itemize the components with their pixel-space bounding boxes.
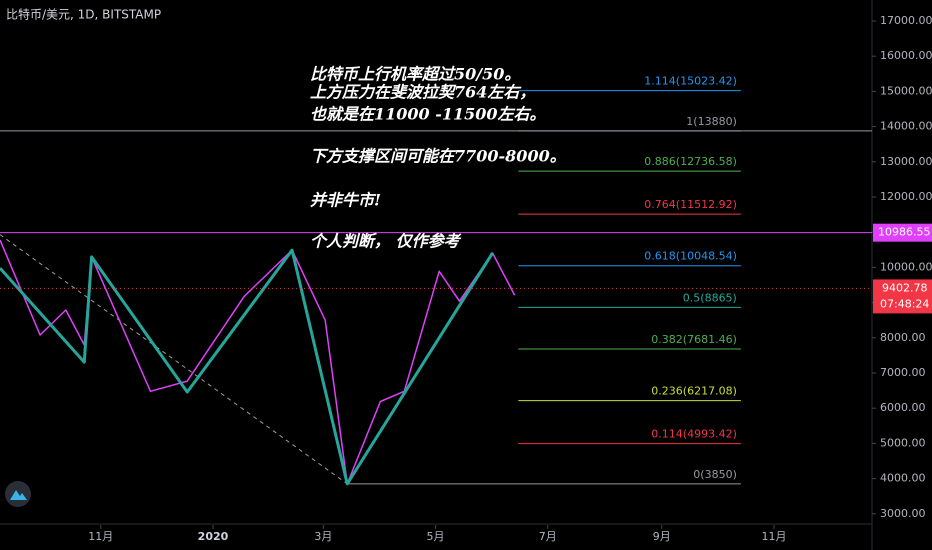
y-tick-label: 6000.00	[880, 401, 926, 414]
logo[interactable]	[5, 481, 31, 507]
fib-label: 0(3850)	[693, 468, 737, 481]
fib-label: 0.382(7681.46)	[651, 333, 737, 346]
logo-icon[interactable]	[10, 490, 27, 500]
x-tick-label: 7月	[539, 530, 557, 543]
y-tick-label: 7000.00	[880, 366, 926, 379]
fib-label: 0.886(12736.58)	[644, 155, 737, 168]
y-tick-label: 15000.00	[880, 84, 932, 97]
fib-label: 0.764(11512.92)	[644, 198, 737, 211]
fib-label: 0.5(8865)	[683, 291, 737, 304]
x-tick-label: 11月	[88, 530, 113, 543]
last-price-tag	[873, 279, 932, 314]
x-tick-label: 3月	[314, 530, 332, 543]
marker-tag	[873, 223, 932, 242]
annotation: 上方压力在斐波拉契764左右，	[310, 83, 535, 102]
x-tick-label: 5月	[427, 530, 445, 543]
y-tick-label: 12000.00	[880, 190, 932, 203]
y-tick-label: 3000.00	[880, 507, 926, 520]
y-tick-label: 17000.00	[880, 14, 932, 27]
y-tick-label: 10000.00	[880, 260, 932, 273]
x-tick-label: 9月	[653, 530, 671, 543]
x-tick-label: 11月	[761, 530, 786, 543]
fib-label: 1(13880)	[686, 115, 737, 128]
fib-label: 1.114(15023.42)	[644, 75, 737, 88]
y-tick-label: 4000.00	[880, 472, 926, 485]
last-price-label: 9402.78	[882, 281, 928, 294]
y-tick-label: 16000.00	[880, 49, 932, 62]
fib-label: 0.236(6217.08)	[651, 385, 737, 398]
y-tick-label: 14000.00	[880, 120, 932, 133]
chart-title: 比特币/美元, 1D, BITSTAMP	[6, 7, 161, 22]
y-tick-label: 8000.00	[880, 331, 926, 344]
marker-tag-label: 10986.55	[878, 226, 931, 239]
y-tick-label: 13000.00	[880, 155, 932, 168]
y-tick-label: 5000.00	[880, 436, 926, 449]
annotation: 并非牛市!	[310, 191, 381, 210]
annotation: 下方支撑区间可能在7700-8000。	[310, 147, 566, 166]
annotation: 也就是在11000 -11500左右。	[310, 105, 546, 124]
fib-label: 0.618(10048.54)	[644, 250, 737, 263]
fib-label: 0.114(4993.42)	[651, 428, 737, 441]
countdown-label: 07:48:24	[880, 297, 929, 310]
series-line	[0, 248, 494, 486]
annotation: 个人判断， 仅作参考	[310, 232, 462, 251]
x-tick-label: 2020	[198, 530, 229, 543]
annotation: 比特币上行机率超过50/50。	[310, 65, 520, 84]
